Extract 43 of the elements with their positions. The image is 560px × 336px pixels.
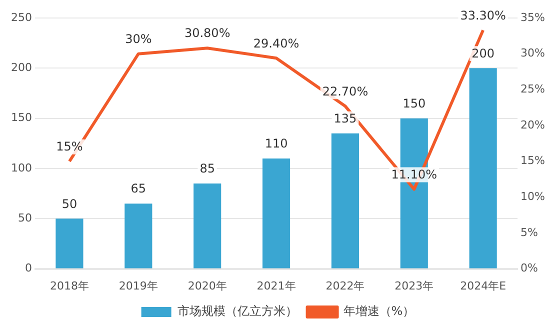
data-label: 11.10% <box>391 167 438 182</box>
data-label: 33.30% <box>460 8 506 22</box>
bar <box>469 68 497 268</box>
y2-tick-label: 0% <box>520 262 538 275</box>
y2-tick-label: 25% <box>520 82 546 96</box>
data-label: 110 <box>264 136 288 151</box>
data-label: 200 <box>472 46 495 60</box>
bar <box>262 158 290 268</box>
bar <box>56 218 84 268</box>
y2-tick-label: 30% <box>520 46 546 60</box>
data-label: 135 <box>334 111 357 126</box>
x-tick-label: 2019年 <box>118 279 158 292</box>
bar <box>331 133 359 268</box>
y2-tick-label: 35% <box>520 10 546 24</box>
data-label: 150 <box>402 96 426 110</box>
x-tick-label: 2024年E <box>460 279 506 292</box>
x-tick-label: 2021年 <box>256 279 296 292</box>
data-label: 50 <box>62 196 78 211</box>
data-label: 15% <box>56 139 83 154</box>
y2-tick-label: 10% <box>520 190 546 203</box>
x-tick-label: 2020年 <box>188 279 227 292</box>
bar <box>194 184 222 268</box>
x-tick-label: 2023年 <box>394 279 434 292</box>
y-tick-label: 250 <box>10 10 32 24</box>
data-label: 30.80% <box>184 26 230 40</box>
x-tick-label: 2022年 <box>326 279 365 292</box>
y-tick-label: 50 <box>18 212 32 224</box>
y-tick-label: 150 <box>10 111 32 124</box>
y2-tick-label: 20% <box>520 118 546 132</box>
legend-label: 市场规模（亿立方米） <box>177 304 298 318</box>
y2-tick-label: 5% <box>520 226 538 239</box>
data-label: 29.40% <box>253 36 300 50</box>
y2-tick-label: 15% <box>520 154 546 168</box>
legend-label: 年增速（%） <box>343 304 415 318</box>
data-label: 65 <box>130 182 146 196</box>
data-label: 85 <box>200 162 215 176</box>
y-tick-label: 200 <box>10 61 32 74</box>
y-tick-label: 0 <box>24 262 32 275</box>
x-tick-label: 2018年 <box>50 279 89 292</box>
bar <box>124 204 152 268</box>
data-label: 30% <box>125 32 152 46</box>
data-label: 22.70% <box>322 84 368 98</box>
y-tick-label: 100 <box>10 161 32 174</box>
